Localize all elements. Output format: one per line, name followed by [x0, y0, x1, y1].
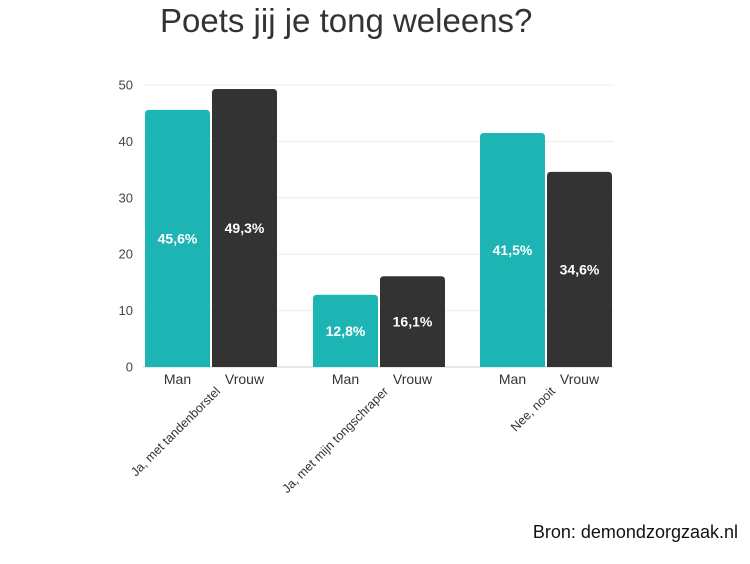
category-label: Ja, met mijn tongschraper: [280, 384, 392, 496]
y-tick-label: 50: [119, 78, 133, 93]
data-label: 34,6%: [560, 261, 600, 277]
chart-title: Poets jij je tong weleens?: [160, 2, 533, 39]
data-label: 41,5%: [493, 242, 533, 258]
y-tick-label: 20: [119, 247, 133, 262]
data-label: 16,1%: [393, 314, 433, 330]
data-label: 12,8%: [326, 323, 366, 339]
data-label: 49,3%: [225, 220, 265, 236]
bar-man: [313, 294, 378, 367]
series-axis-label: Vrouw: [225, 371, 265, 387]
source-credit: Bron: demondzorgzaak.nl: [532, 522, 738, 542]
bar-vrouw: [547, 171, 612, 367]
y-tick-label: 30: [119, 190, 133, 205]
bar-man: [480, 132, 545, 367]
series-axis-label: Man: [332, 371, 359, 387]
category-label: Nee, nooit: [508, 384, 559, 435]
bar-man: [145, 109, 210, 367]
category-label: Ja, met tandenborstel: [128, 384, 223, 479]
series-axis-label: Vrouw: [560, 371, 600, 387]
y-tick-label: 0: [126, 360, 133, 375]
bar-vrouw: [212, 88, 277, 367]
series-axis-label: Man: [164, 371, 191, 387]
data-label: 45,6%: [158, 230, 198, 246]
bar-vrouw: [380, 276, 445, 367]
y-tick-label: 10: [119, 303, 133, 318]
y-tick-label: 40: [119, 134, 133, 149]
series-axis-label: Vrouw: [393, 371, 433, 387]
series-axis-label: Man: [499, 371, 526, 387]
